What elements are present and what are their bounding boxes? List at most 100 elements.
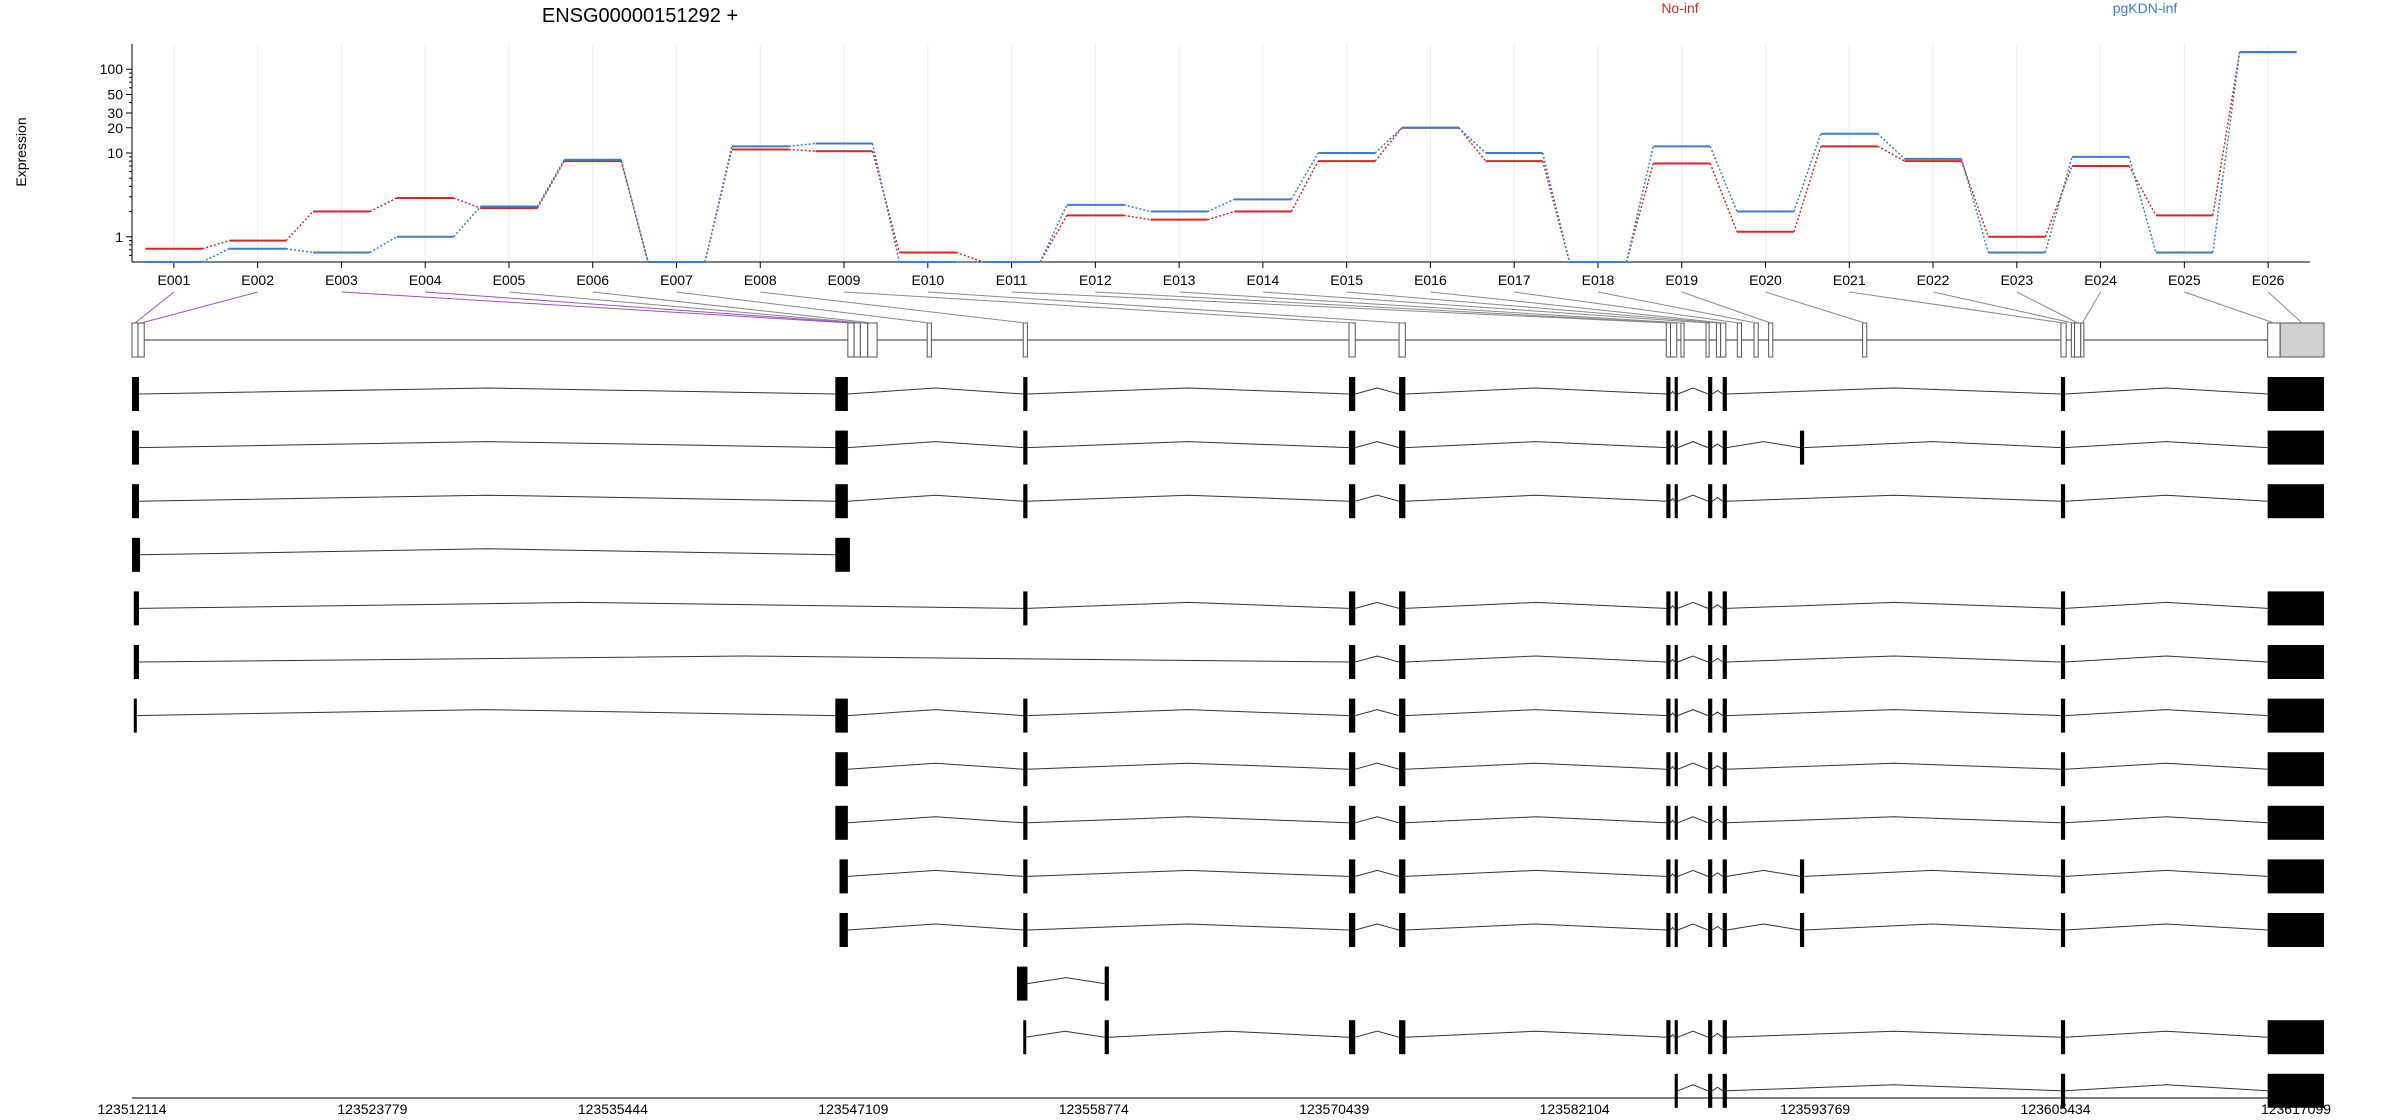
exon-block — [2267, 430, 2324, 465]
series-connector — [704, 146, 733, 263]
exon-block — [1708, 913, 1713, 947]
exon-bin — [1665, 322, 1672, 358]
exon-block — [1023, 913, 1028, 947]
series-connector — [2212, 51, 2241, 216]
intron-line — [1027, 816, 1349, 824]
x-tick-label-e006: E006 — [576, 272, 609, 288]
intron-line — [2065, 869, 2268, 877]
series-connector — [1039, 204, 1068, 263]
series-connector — [202, 239, 230, 250]
intron-line — [2065, 601, 2268, 609]
y-tick-label: 10 — [107, 145, 123, 161]
intron-line — [1711, 657, 1723, 663]
exon-block — [1722, 805, 1727, 840]
transcript-row — [835, 805, 2324, 840]
exon-block — [1348, 377, 1356, 411]
intron-line — [847, 816, 1024, 824]
transcript-row — [132, 484, 2324, 519]
x-tick-label-e007: E007 — [660, 272, 693, 288]
exon-block — [1023, 752, 1028, 787]
series-connector — [453, 197, 481, 209]
intron-line — [1670, 604, 1676, 609]
series-connector — [1541, 152, 1571, 263]
exon-block — [1799, 913, 1805, 947]
intron-line — [2065, 816, 2268, 824]
series-no-inf — [145, 51, 2297, 263]
exon-block — [1666, 484, 1671, 519]
intron-line — [1405, 655, 1667, 663]
intron-line — [2065, 387, 2268, 395]
exon-bin — [926, 322, 932, 358]
exon-block — [1674, 377, 1678, 411]
intron-line — [1726, 1030, 2061, 1038]
genomic-tick-label: 123547109 — [818, 1101, 888, 1117]
transcript-row — [133, 698, 2324, 733]
intron-line — [1711, 443, 1723, 449]
transcript-row — [132, 537, 850, 572]
transcript-row — [132, 430, 2324, 465]
exon-block — [1399, 645, 1406, 679]
intron-line — [847, 709, 1024, 717]
series-connector — [1793, 146, 1822, 232]
exon-block — [2060, 859, 2066, 894]
series-connector — [1123, 214, 1151, 221]
exon-block — [1399, 377, 1406, 411]
intron-line — [139, 601, 1024, 609]
exon-block — [2060, 645, 2066, 679]
intron-line — [1711, 389, 1723, 395]
series-connector — [1793, 133, 1822, 212]
intron-line — [1025, 1030, 1105, 1038]
intron-line — [1670, 497, 1676, 502]
exon-block — [1348, 1020, 1356, 1055]
intron-line — [1405, 441, 1667, 449]
bin-connector — [2267, 291, 2303, 324]
exon-block — [1666, 377, 1671, 411]
series-connector — [2044, 156, 2073, 253]
exon-block — [1023, 430, 1028, 465]
exon-block — [1348, 645, 1356, 679]
x-tick-label-e026: E026 — [2252, 272, 2285, 288]
exon-block — [1104, 966, 1109, 1001]
bin-connector — [1346, 291, 1719, 324]
intron-line — [2065, 655, 2268, 663]
exon-block — [1666, 752, 1671, 787]
exon-block — [1666, 591, 1671, 626]
intron-line — [1726, 923, 1801, 931]
intron-line — [1027, 387, 1349, 395]
series-connector — [1877, 145, 1905, 162]
exon-block — [1722, 752, 1727, 787]
exon-bin — [137, 322, 145, 358]
x-tick-label-e020: E020 — [1749, 272, 1782, 288]
intron-line — [1405, 601, 1667, 609]
exon-block — [2267, 752, 2324, 787]
transcript-row — [835, 752, 2324, 787]
y-tick-label: 50 — [107, 86, 123, 102]
intron-line — [847, 869, 1024, 877]
series-connector — [369, 236, 398, 254]
exon-block — [2060, 913, 2066, 947]
exon-block — [132, 537, 141, 572]
bin-connector — [927, 291, 1403, 324]
exon-block — [835, 805, 848, 840]
exon-bin — [2074, 322, 2082, 358]
bin-connector — [592, 291, 873, 324]
intron-line — [1670, 712, 1676, 716]
series-connector — [1625, 163, 1654, 263]
transcript-row — [1674, 1073, 2324, 1108]
intron-line — [1027, 869, 1349, 877]
intron-line — [2065, 1084, 2268, 1092]
bin-connector — [676, 291, 930, 324]
genomic-tick-label: 123523779 — [337, 1101, 407, 1117]
exon-block — [835, 430, 848, 465]
series-connector — [1877, 133, 1906, 160]
intron-line — [847, 494, 1024, 502]
exon-block — [1722, 1073, 1727, 1108]
bin-connector — [1179, 291, 1683, 324]
exon-block — [1674, 1073, 1678, 1108]
intron-line — [139, 655, 1349, 663]
exon-block — [132, 484, 140, 519]
exon-block — [1666, 859, 1671, 894]
x-tick-label-e019: E019 — [1665, 272, 1698, 288]
exon-block — [1348, 591, 1356, 626]
series-connector — [1207, 198, 1235, 213]
